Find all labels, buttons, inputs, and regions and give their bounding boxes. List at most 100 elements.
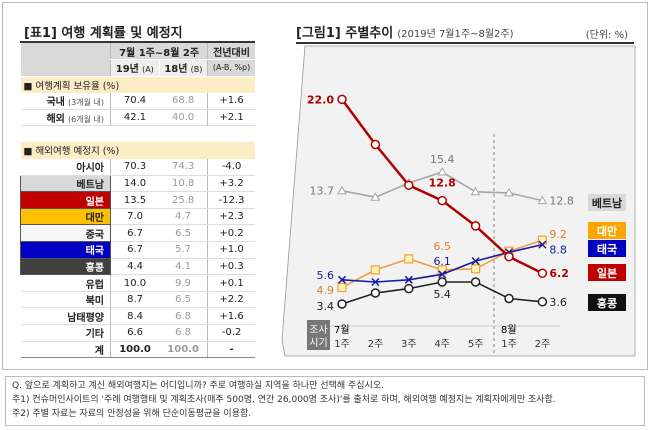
footnote-2: 주2) 주별 자료는 자료의 안정성을 위해 단순이동평균을 이용함. [12, 409, 252, 419]
header-2019-note: (A) [142, 65, 154, 75]
value-2018: 4.1 [159, 258, 208, 276]
legend-swatch-대만 [588, 222, 626, 239]
value-diff: -4.0 [207, 158, 255, 176]
data-label: 3.4 [317, 300, 335, 313]
data-point [370, 139, 381, 150]
value-2019: 10.0 [110, 274, 160, 292]
value-2018: 6.8 [159, 324, 208, 342]
table-row: 베트남 14.0 10.8 +3.2 [20, 174, 255, 193]
section-destination: ■ 해외여행 예정지 (%) [20, 141, 255, 159]
header-2018: 18년 (B) [158, 59, 208, 77]
table-row: 해외 (6개월 내) 42.1 40.0 +2.1 [20, 109, 255, 127]
value-2019: 8.7 [110, 291, 160, 309]
value-2018: 6.8 [159, 307, 208, 325]
row-label: 계 [20, 340, 111, 359]
value-diff: +1.6 [207, 307, 255, 325]
travel-plan-table: 7월 1주~8월 2주 전년대비 19년 (A) 18년 (B) (A-B, %p) ■ … [20, 43, 255, 359]
value-2019: 6.7 [110, 224, 160, 243]
row-label-note: (3개월 내) [68, 98, 104, 108]
row-label: 중국 [20, 224, 111, 243]
table-row: 아시아 70.3 74.3 -4.0 [20, 158, 255, 176]
figure-frame [2, 2, 648, 370]
data-label: 5.4 [433, 288, 451, 301]
axis-label: 조사 [309, 324, 327, 336]
table-row: 국내 (3개월 내) 70.4 68.8 +1.6 [20, 92, 255, 110]
data-point [537, 195, 548, 205]
axis-label: 시기 [309, 337, 327, 349]
data-point [371, 277, 380, 287]
data-label: 3.6 [549, 296, 567, 309]
chart-unit: (단위: %) [585, 30, 628, 41]
value-2019: 8.4 [110, 307, 160, 325]
value-diff: +2.2 [207, 291, 255, 309]
data-point [437, 195, 447, 206]
table-subheader-row: 19년 (A) 18년 (B) (A-B, %p) [21, 59, 255, 77]
header-diff-note: (A-B, %p) [207, 59, 255, 77]
chart-background [281, 45, 636, 357]
table-row: 유럽 10.0 9.9 +0.1 [20, 274, 255, 292]
section-travel-plan: ■ 여행계획 보유율 (%) [20, 76, 255, 93]
x-tick-label: 1주 [501, 339, 517, 350]
data-point [337, 275, 347, 284]
data-point [471, 257, 480, 266]
data-point [404, 283, 414, 294]
data-label: 4.9 [317, 284, 335, 297]
header-period: 7월 1주~8월 2주 [109, 43, 208, 61]
table-row: 중국 6.7 6.5 +0.2 [20, 224, 255, 243]
table-title: [표1] 여행 계획률 및 예정지 [24, 26, 183, 41]
footnotes: Q. 앞으로 계획하고 계신 해외여행지는 어디입니까? 주로 여행하실 지역을… [5, 376, 645, 426]
legend-label: 일본 [597, 266, 617, 280]
data-point [437, 166, 448, 176]
data-point [437, 277, 447, 287]
row-label: 국내 (3개월 내) [20, 92, 111, 110]
value-2019: 14.0 [110, 175, 160, 193]
chart-subtitle: (2019년 7월1주~8월2주) [397, 29, 514, 40]
data-point [470, 277, 481, 287]
data-label: 8.8 [549, 244, 567, 257]
value-diff: +2.3 [207, 208, 255, 226]
data-point [537, 268, 548, 278]
value-diff: +0.3 [207, 258, 255, 276]
legend-swatch-태국 [588, 240, 626, 257]
row-label: 유럽 [20, 274, 111, 292]
x-tick-label: 2주 [535, 339, 551, 350]
legend-swatch-베트남 [588, 194, 626, 211]
row-label: 아시아 [20, 158, 111, 176]
row-label: 남태평양 [20, 307, 111, 325]
legend-swatch-일본 [588, 264, 626, 281]
value-2018: 6.5 [159, 291, 208, 309]
x-tick-label: 1주 [334, 339, 350, 350]
value-2018: 10.8 [159, 175, 208, 193]
value-2018: 6.5 [159, 224, 208, 243]
chart-title: [그림1] 주별추이 (2019년 7월1주~8월2주) [296, 22, 513, 41]
header-2019-label: 19년 [115, 64, 139, 76]
value-2019: 7.0 [110, 208, 160, 226]
value-2019: 70.3 [110, 158, 160, 176]
footnote-1: 주1) 컨슈머인사이트의 '주례 여행행태 및 계획조사(매주 500명, 연간… [12, 395, 556, 405]
header-diff: 전년대비 [207, 43, 255, 61]
data-point [404, 275, 413, 284]
data-point [470, 186, 481, 196]
data-label: 15.4 [430, 153, 455, 166]
value-diff: +1.6 [207, 92, 255, 110]
data-label: 6.5 [433, 240, 451, 253]
table-row: 대만 7.0 4.7 +2.3 [20, 207, 255, 226]
x-tick-label: 2주 [368, 339, 384, 350]
value-diff: -12.3 [207, 191, 255, 209]
table-row: 태국 6.7 5.7 +1.0 [20, 241, 255, 259]
section-row: ■ 여행계획 보유율 (%) [20, 76, 255, 93]
table-row: 기타 6.6 6.8 -0.2 [20, 324, 255, 342]
value-2018: 25.8 [159, 191, 208, 209]
legend-label: 대만 [597, 224, 617, 238]
data-point [370, 192, 381, 201]
data-point [370, 265, 381, 275]
data-point [337, 299, 347, 309]
data-label: 6.2 [549, 267, 569, 280]
value-2018: 74.3 [159, 158, 208, 176]
chart-title-text: [그림1] 주별추이 [296, 26, 394, 41]
value-2018: 100.0 [159, 340, 208, 359]
month-label: 8월 [501, 324, 517, 336]
header-blank [20, 43, 111, 77]
table-row: 북미 8.7 6.5 +2.2 [20, 291, 255, 309]
value-diff: +0.1 [207, 274, 255, 292]
